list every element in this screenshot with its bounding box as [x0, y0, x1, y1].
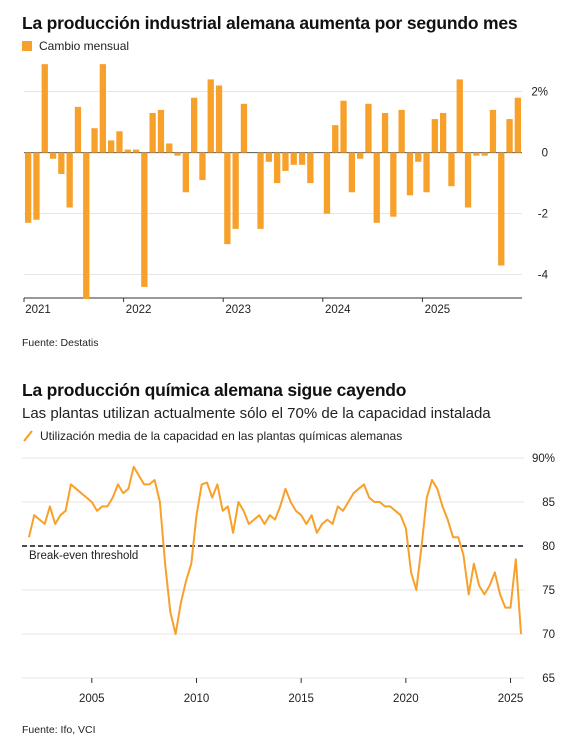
chart1-bar [498, 152, 505, 266]
chart2-ytick-label: 85 [542, 497, 555, 509]
chart1-bar [282, 152, 289, 171]
chart1-bar [365, 103, 372, 153]
chart1-bar [232, 152, 239, 229]
chart2-legend-swatch [23, 430, 33, 442]
chart1-bar [390, 152, 397, 217]
chart2-xtick-label: 2010 [184, 693, 210, 705]
chart1-bar [473, 152, 480, 156]
chart1-legend-swatch [22, 41, 32, 51]
chart1-ytick-label: -4 [538, 270, 549, 282]
chart1-legend: Cambio mensual [22, 39, 129, 53]
chart2-series-line [28, 465, 522, 635]
chart1-bar [215, 85, 223, 153]
chart1-xtick-label: 2021 [25, 304, 51, 316]
chart1-bar [356, 152, 364, 159]
chart1-ytick-label: -2 [538, 209, 548, 221]
chart1-bar [116, 131, 123, 153]
chart1-bar [398, 109, 405, 153]
chart1-bar [348, 152, 356, 193]
chart1-bar [33, 152, 40, 220]
chart1-legend-label: Cambio mensual [39, 39, 130, 53]
chart1-bar [456, 79, 463, 153]
chart1-bar [99, 64, 107, 153]
chart1-bar [415, 152, 422, 162]
chart2-title: La producción química alemana sigue caye… [22, 380, 407, 400]
chart1-bar [240, 103, 248, 153]
chart1-bar [439, 112, 447, 153]
chart2-xtick-label: 2015 [288, 693, 314, 705]
chart1-bar [41, 64, 48, 153]
chart1-bar [207, 79, 214, 153]
chart1-bar [381, 112, 389, 153]
chart1-bar [107, 140, 115, 153]
chart2-ytick-label: 75 [542, 585, 555, 597]
chart1-bar [514, 97, 522, 153]
chart1-bar [74, 106, 82, 153]
chart1-bar [332, 125, 339, 153]
chart2-ytick-label: 90% [532, 453, 555, 465]
chart1-bar [157, 109, 165, 153]
chart1-title: La producción industrial alemana aumenta… [22, 13, 518, 33]
chart1-bar [199, 152, 206, 181]
chart1-bar [132, 149, 140, 153]
chart1-bar [257, 152, 264, 229]
chart1-bar [166, 143, 173, 153]
chart1-bar [340, 100, 347, 153]
chart2-source: Fuente: Ifo, VCI [22, 724, 96, 736]
chart1-bar [406, 152, 414, 196]
chart1-plot: 2% 0 -2 -4 2021 2022 2023 2024 2025 [23, 64, 549, 316]
chart1-bar [190, 97, 198, 153]
chart2-xtick-label: 2025 [498, 693, 524, 705]
chart2-ytick-label: 65 [542, 673, 555, 685]
chart2-threshold-label: Break-even threshold [29, 550, 138, 562]
chart1-bar [124, 149, 131, 153]
chart2-xtick-label: 2005 [79, 693, 105, 705]
chart2-legend-label: Utilización media de la capacidad en las… [40, 429, 403, 443]
chart1-bar [298, 152, 306, 165]
chart1-bar [149, 112, 156, 153]
chart2-legend: Utilización media de la capacidad en las… [22, 429, 402, 443]
chart1-bar [373, 152, 380, 223]
chart1-bar [224, 152, 231, 245]
chart2-ytick-label: 80 [542, 541, 555, 553]
chart1-xtick-label: 2023 [225, 304, 251, 316]
chart2-subtitle: Las plantas utilizan actualmente sólo el… [22, 405, 491, 422]
chart1-xtick-label: 2024 [325, 304, 351, 316]
chart1-bar [464, 152, 472, 208]
chart1-bar [141, 152, 148, 287]
chart1-bar [431, 119, 439, 153]
chart1-bar [423, 152, 430, 193]
chart1-bar [91, 128, 98, 153]
chart2-xtick-label: 2020 [393, 693, 419, 705]
chart1-bar [323, 152, 331, 214]
chart1-bar [481, 152, 488, 156]
chart1-ytick-label: 0 [542, 148, 548, 160]
chart1-bar [49, 152, 57, 159]
chart1-bar [506, 119, 513, 153]
chart2-ytick-label: 70 [542, 629, 555, 641]
chart1-bar [66, 152, 73, 208]
chart1-bar [448, 152, 455, 187]
chart1-ytick-label: 2% [531, 87, 548, 99]
chart1-source: Fuente: Destatis [22, 337, 99, 349]
chart1-bar [58, 152, 65, 174]
chart1-bar [24, 152, 32, 223]
chart1-bar [489, 109, 497, 153]
chart1-bar [290, 152, 297, 165]
chart1-bar [83, 152, 90, 300]
chart1-xtick-label: 2022 [126, 304, 152, 316]
chart1-bar [265, 152, 273, 162]
chart1-bar [182, 152, 190, 193]
chart1-bar [174, 152, 181, 156]
chart1-bar [273, 152, 281, 184]
chart1-xtick-label: 2025 [425, 304, 451, 316]
chart1-bar [307, 152, 314, 184]
